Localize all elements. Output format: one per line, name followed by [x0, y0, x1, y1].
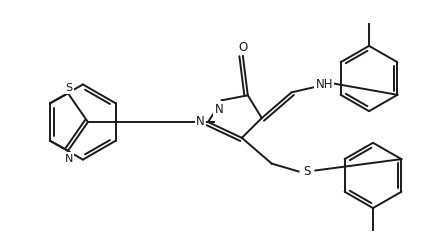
Text: N: N — [215, 102, 223, 115]
Text: NH: NH — [315, 78, 333, 90]
Text: S: S — [66, 83, 73, 93]
Text: N: N — [196, 114, 205, 127]
Text: O: O — [238, 41, 247, 54]
Text: S: S — [304, 164, 311, 177]
Text: N: N — [65, 153, 73, 163]
